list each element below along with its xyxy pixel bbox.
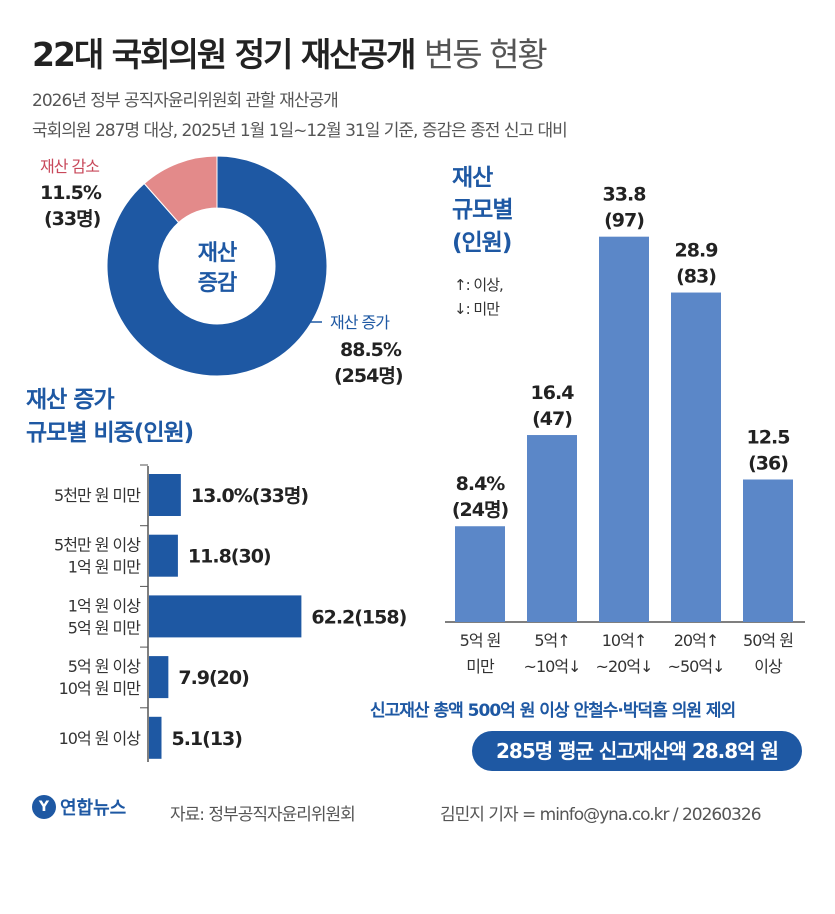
vbar-data-label: 33.8	[603, 184, 647, 206]
vbar-category-label: 5억↑	[534, 631, 569, 650]
hbar-category-label: 5천만 원 이상	[54, 536, 141, 555]
vbar-category-label: ~20억↓	[596, 657, 653, 676]
vbar-category-label: 10억↑	[602, 631, 647, 650]
hbar-bar	[149, 534, 178, 577]
hbar-data-label: 7.9(20)	[178, 667, 249, 689]
vbar-category-label: 5억 원	[460, 631, 501, 650]
vbar-category-label: 20억↑	[674, 631, 719, 650]
vbar-bar	[527, 435, 577, 622]
hbar-category-label: 10억 원 미만	[59, 679, 142, 698]
pie-label-count: (254명)	[334, 365, 403, 387]
source-text: 자료: 정부공직자윤리위원회	[170, 805, 356, 825]
pie-center-label: 재산	[198, 241, 237, 266]
vbar-title: (인원)	[452, 230, 511, 256]
hbar-bar	[149, 595, 302, 638]
vbar-bar	[455, 526, 505, 622]
vbar-data-label: (36)	[748, 453, 788, 475]
hbar-bar	[149, 716, 162, 759]
pie-label-name: 재산 감소	[40, 157, 99, 176]
vbar-category-label: 50억 원	[743, 631, 793, 650]
exclusion-note: 신고재산 총액 500억 원 이상 안철수·박덕흠 의원 제외	[370, 701, 736, 721]
vbar-category-label: 미만	[466, 657, 495, 676]
credit-text: 김민지 기자 = minfo@yna.co.kr / 20260326	[440, 805, 762, 825]
logo-mark-icon: Y	[32, 795, 56, 819]
pie-label-name: 재산 증가	[330, 313, 390, 332]
subtitle-1: 2026년 정부 공직자윤리위원회 관할 재산공개	[32, 91, 339, 111]
vbar-title: 재산	[452, 165, 493, 191]
hbar-title: 규모별 비중(인원)	[26, 420, 193, 446]
yonhap-logo: Y 연합뉴스	[32, 794, 126, 820]
title-bold: 22대 국회의원 정기 재산공개	[32, 35, 416, 74]
vbar-category-label: ~50억↓	[668, 657, 725, 676]
vbar-data-label: (24명)	[452, 499, 509, 521]
vbar-data-label: (83)	[676, 266, 716, 288]
vbar-category-label: ~10억↓	[524, 657, 581, 676]
pie-label-count: (33명)	[44, 208, 101, 230]
vbar-legend-note: ↑: 이상,	[454, 276, 503, 294]
page-title: 22대 국회의원 정기 재산공개 변동 현황	[32, 28, 548, 76]
hbar-data-label: 62.2(158)	[311, 606, 406, 628]
vbar-title: 규모별	[452, 197, 512, 223]
average-summary-badge: 285명 평균 신고재산액 28.8억 원	[472, 731, 802, 771]
vbar-data-label: (97)	[604, 210, 644, 232]
vbar-legend-note: ↓: 미만	[454, 300, 500, 318]
vbar-data-label: 8.4%	[456, 473, 506, 495]
hbar-category-label: 5억 원 미만	[68, 618, 142, 637]
logo-text: 연합뉴스	[60, 798, 127, 819]
hbar-data-label: 5.1(13)	[171, 728, 242, 750]
hbar-bar	[149, 656, 169, 699]
hbar-data-label: 13.0%(33명)	[191, 485, 309, 507]
hbar-category-label: 10억 원 이상	[59, 729, 142, 748]
vbar-bar	[599, 236, 649, 622]
pie-leader-dot	[279, 319, 285, 325]
pie-label-value: 11.5%	[40, 182, 102, 204]
hbar-title: 재산 증가	[26, 387, 114, 413]
vbar-data-label: (47)	[532, 408, 572, 430]
subtitle-2: 국회의원 287명 대상, 2025년 1월 1일~12월 31일 기준, 증감…	[32, 121, 568, 141]
vbar-data-label: 16.4	[531, 382, 575, 404]
vbar-data-label: 28.9	[675, 240, 718, 262]
hbar-data-label: 11.8(30)	[188, 546, 271, 568]
vbar-bar	[671, 292, 721, 622]
vbar-data-label: 12.5	[747, 427, 790, 449]
vbar-bar	[743, 479, 793, 622]
hbar-category-label: 1억 원 미만	[68, 558, 142, 577]
pie-slice	[106, 155, 328, 377]
hbar-category-label: 1억 원 이상	[68, 596, 142, 615]
pie-label-value: 88.5%	[340, 339, 402, 361]
title-light: 변동 현황	[423, 35, 548, 74]
vbar-category-label: 이상	[754, 657, 783, 676]
pie-center-label: 증감	[198, 271, 237, 296]
pie-slice	[143, 155, 218, 224]
hbar-category-label: 5억 원 이상	[68, 657, 142, 676]
hbar-category-label: 5천만 원 미만	[54, 486, 141, 505]
hbar-bar	[149, 474, 181, 516]
